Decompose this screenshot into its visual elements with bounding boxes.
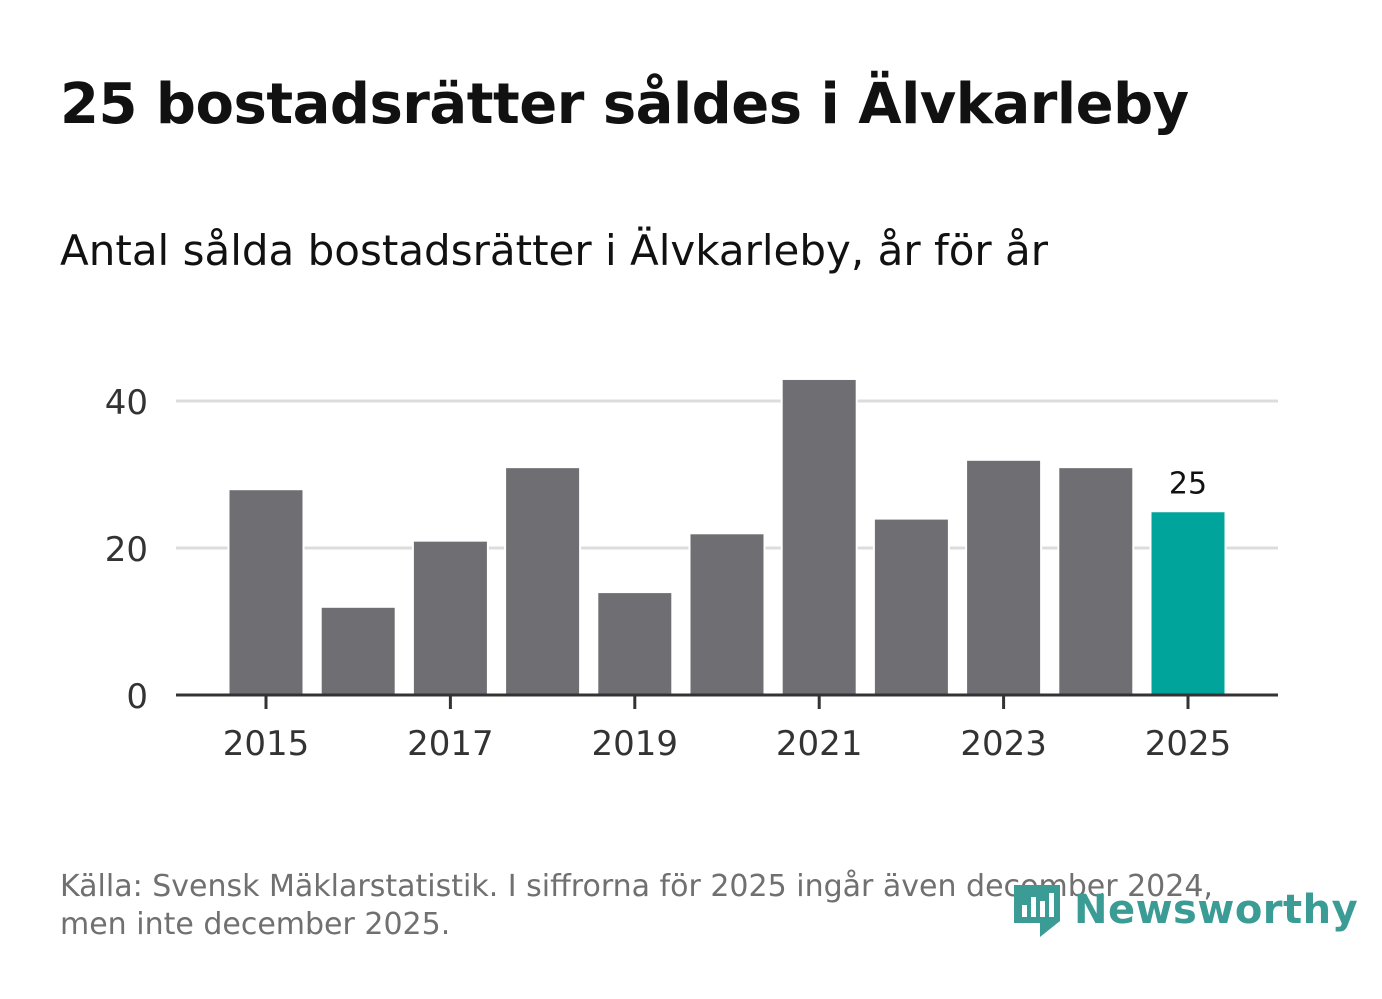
bars <box>227 377 1227 697</box>
bar-2022 <box>872 517 950 696</box>
y-tick-label-20: 20 <box>105 530 148 570</box>
bar-2018 <box>504 466 582 696</box>
highlight-value-label: 25 <box>1169 466 1207 501</box>
x-tick-label-2023: 2023 <box>960 724 1047 764</box>
x-tick-label-2021: 2021 <box>776 724 863 764</box>
newsworthy-logo: Newsworthy <box>1010 878 1358 942</box>
bar-2025 <box>1149 510 1227 696</box>
y-tick-label-0: 0 <box>126 677 148 717</box>
newsworthy-logo-icon <box>1014 885 1060 937</box>
bar-2017 <box>411 539 489 697</box>
labels: 0 20 40 25 2015 2017 2019 2021 2023 2025 <box>105 383 1232 764</box>
bar-2015 <box>227 488 305 697</box>
bar-2021 <box>780 377 858 696</box>
axes <box>176 693 1278 709</box>
chart-title: 25 bostadsrätter såldes i Älvkarleby <box>60 72 1189 137</box>
bar-2016 <box>319 605 397 696</box>
bar-2019 <box>596 591 674 696</box>
source-line-2: men inte december 2025. <box>60 907 451 942</box>
bar-2020 <box>688 532 766 696</box>
x-tick-label-2017: 2017 <box>407 724 494 764</box>
x-tick-label-2019: 2019 <box>592 724 679 764</box>
bar-2024 <box>1057 466 1135 696</box>
y-tick-label-40: 40 <box>105 383 148 423</box>
x-tick-label-2015: 2015 <box>223 724 310 764</box>
chart-subtitle: Antal sålda bostadsrätter i Älvkarleby, … <box>60 226 1049 275</box>
bar-2023 <box>965 458 1043 696</box>
bar-chart: 0 20 40 25 2015 2017 2019 2021 2023 2025 <box>105 377 1278 764</box>
x-tick-label-2025: 2025 <box>1145 724 1232 764</box>
logo-text: Newsworthy <box>1074 887 1359 933</box>
